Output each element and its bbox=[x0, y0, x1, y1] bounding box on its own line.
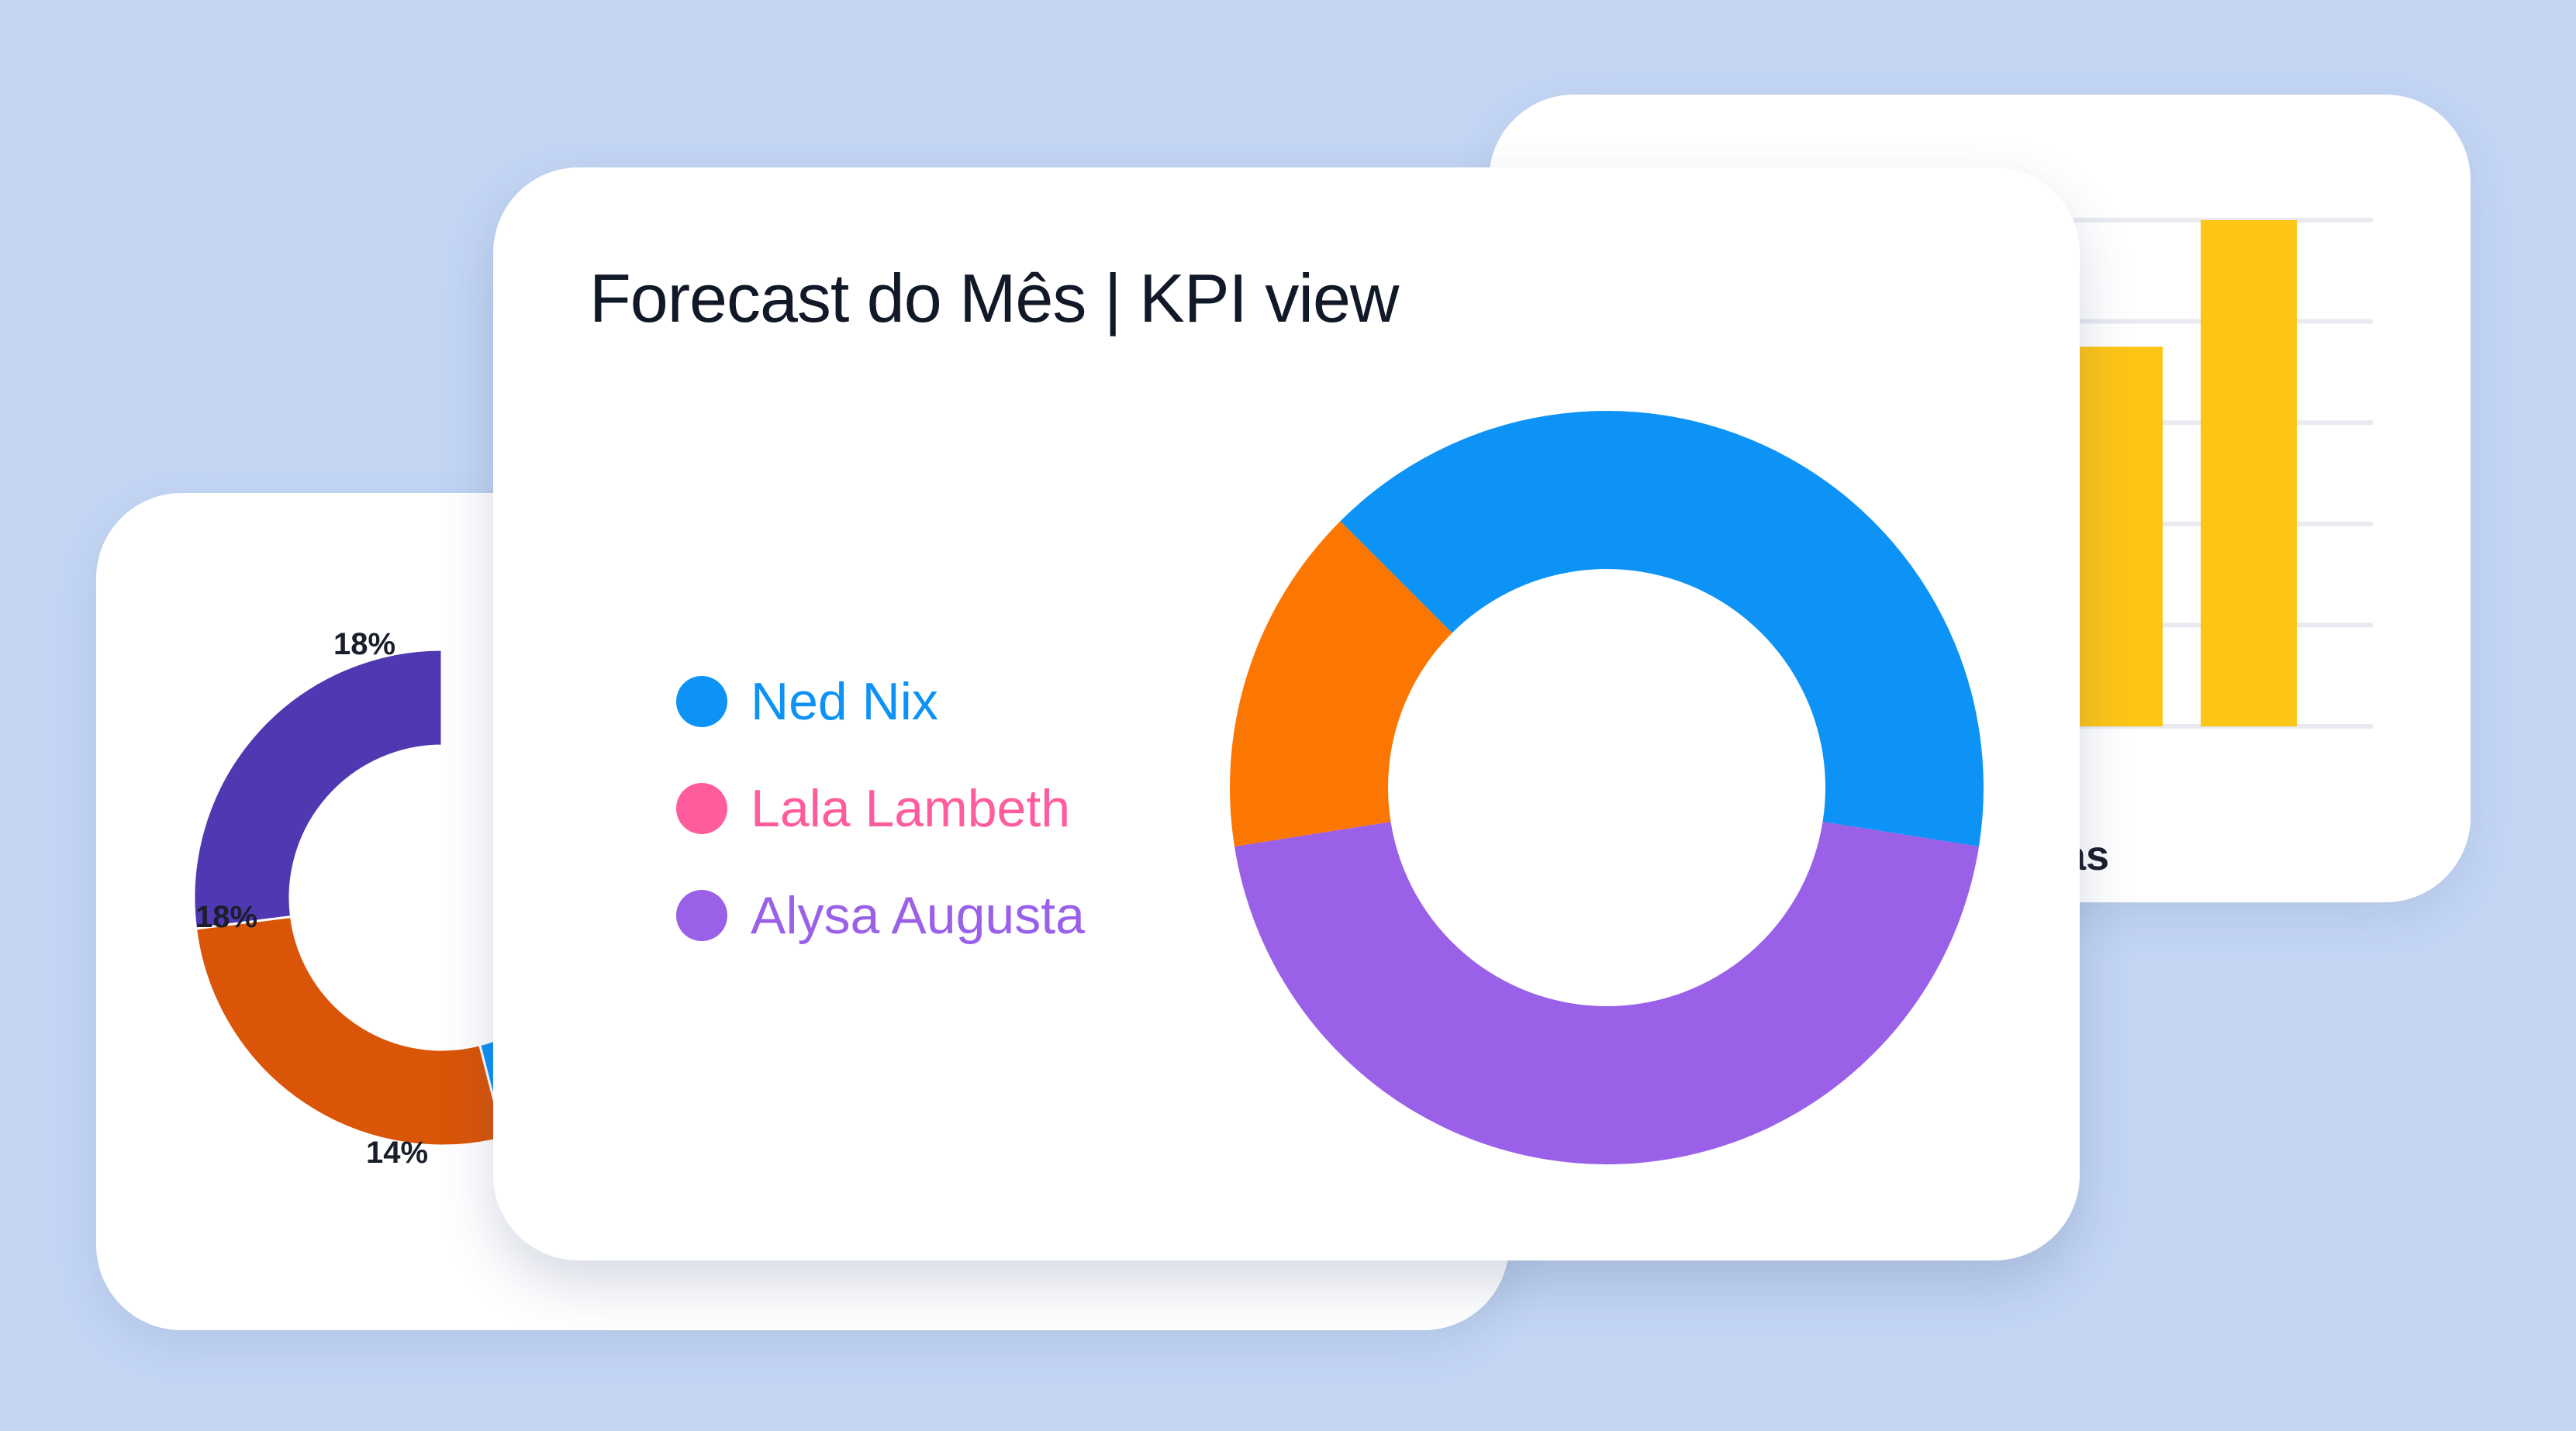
donut-slice bbox=[192, 648, 444, 930]
data-label: 14% bbox=[366, 1136, 428, 1170]
percent-donut-labels: 18% 18% 14% bbox=[195, 627, 428, 1170]
donut-slice bbox=[1234, 822, 1980, 1164]
legend-swatch bbox=[676, 676, 727, 727]
forecast-card: Forecast do Mês | KPI view Ned Nix Lala L… bbox=[493, 167, 2080, 1260]
data-label: 18% bbox=[333, 627, 395, 661]
chart-legend: Ned Nix Lala Lambeth Alysa Augusta bbox=[676, 648, 1085, 969]
donut-slice bbox=[194, 915, 506, 1147]
bar bbox=[2067, 347, 2163, 726]
legend-label: Alysa Augusta bbox=[751, 886, 1085, 945]
bar-series bbox=[2067, 220, 2297, 726]
legend-item: Lala Lambeth bbox=[676, 755, 1085, 862]
bar bbox=[2201, 220, 2297, 726]
legend-swatch bbox=[676, 890, 727, 941]
donut-slice bbox=[1340, 411, 1984, 847]
donut-slice bbox=[1230, 521, 1452, 847]
forecast-donut-slices bbox=[1230, 411, 1984, 1164]
data-label: 18% bbox=[195, 900, 257, 934]
legend-item: Ned Nix bbox=[676, 648, 1085, 755]
legend-swatch bbox=[676, 783, 727, 834]
legend-label: Lala Lambeth bbox=[751, 779, 1071, 838]
page-title: Forecast do Mês | KPI view bbox=[589, 260, 1399, 336]
forecast-donut-chart bbox=[1230, 411, 1984, 1164]
legend-label: Ned Nix bbox=[751, 672, 938, 731]
legend-item: Alysa Augusta bbox=[676, 862, 1085, 969]
